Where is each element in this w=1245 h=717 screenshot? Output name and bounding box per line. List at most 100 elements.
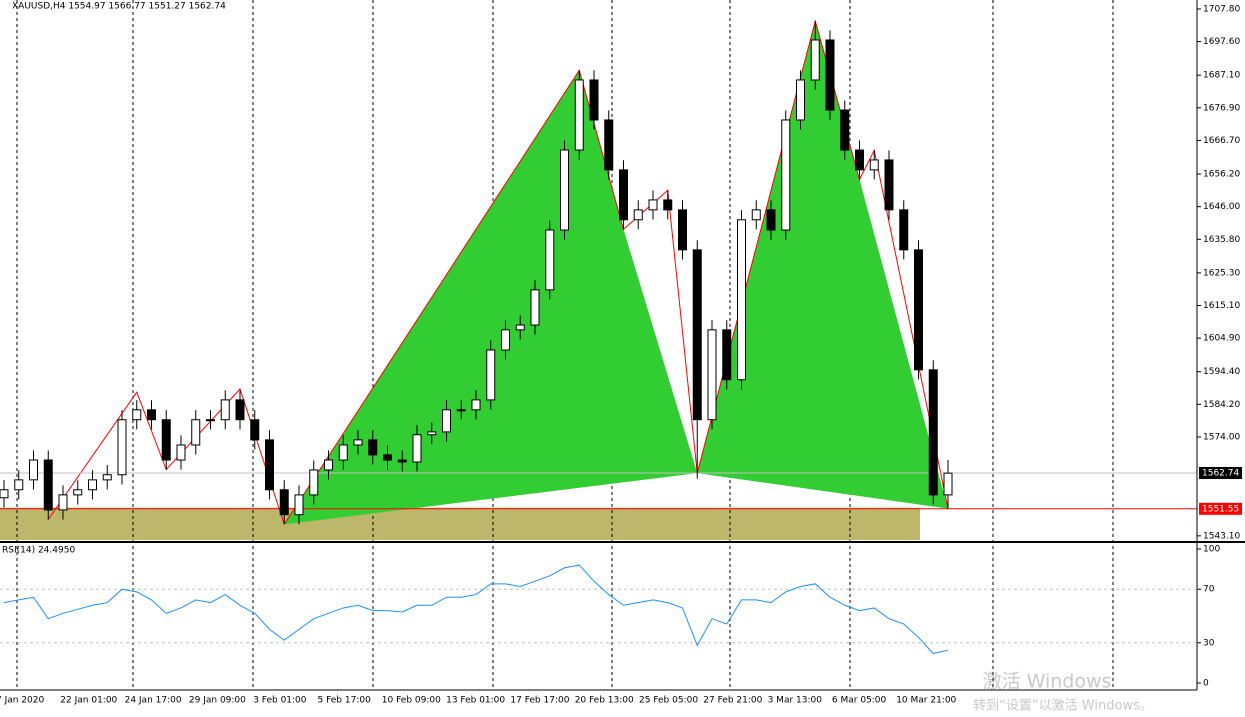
candle-body (73, 489, 83, 496)
watermark-title: 激活 Windows (983, 671, 1112, 693)
x-tick-label: 29 Jan 09:00 (189, 696, 246, 706)
candle-body (619, 169, 628, 221)
candle-body (501, 329, 510, 351)
candle-body (250, 419, 260, 441)
candle-body (14, 479, 24, 491)
candle-body (147, 409, 156, 421)
y-tick-label: 1604.90 (1203, 334, 1240, 344)
candle-body (751, 209, 761, 221)
candle-body (855, 149, 864, 171)
candle-body (678, 209, 687, 251)
candle-body (132, 409, 142, 421)
x-tick-label: 3 Mar 13:00 (768, 696, 823, 706)
y-tick-label: 100 (1203, 545, 1220, 555)
candle-body (633, 209, 643, 221)
candle-body (43, 459, 53, 511)
candle-body (796, 79, 805, 121)
candle-body (58, 494, 68, 511)
candle-body (899, 209, 909, 251)
price-label-box (1199, 502, 1242, 515)
y-tick-label: 1707.80 (1203, 4, 1240, 14)
x-tick-label: 25 Feb 05:00 (639, 696, 698, 706)
candle-body (515, 324, 525, 331)
x-tick-label: 22 Jan 01:00 (60, 696, 117, 706)
candle-body (869, 159, 879, 171)
candle-body (604, 119, 614, 171)
x-tick-label: 27 Feb 21:00 (703, 696, 762, 706)
y-tick-label: 1594.40 (1203, 367, 1240, 377)
candle-body (235, 399, 245, 421)
price-label-box (1199, 467, 1242, 480)
pattern-fill (697, 21, 948, 509)
candle-body (102, 474, 112, 481)
candle-body (338, 444, 348, 461)
candle-body (589, 79, 599, 121)
pattern-fill (284, 70, 698, 525)
candle-body (707, 329, 717, 421)
y-tick-label: 1646.00 (1203, 202, 1240, 212)
x-tick-label: 20 Feb 13:00 (575, 696, 634, 706)
candle-body (0, 489, 9, 499)
candle-body (294, 494, 304, 516)
x-tick-label: 24 Jan 17:00 (125, 696, 182, 706)
candle-body (840, 109, 850, 151)
candle-body (648, 199, 658, 211)
y-tick-label: 1676.90 (1203, 103, 1240, 113)
x-tick-label: 10 Mar 21:00 (896, 696, 956, 706)
candle-body (663, 199, 673, 211)
y-tick-label: 70 (1203, 585, 1215, 595)
candle-body (427, 431, 437, 436)
candle-body (943, 472, 953, 496)
y-tick-label: 1666.70 (1203, 136, 1240, 146)
y-tick-label: 1697.60 (1203, 37, 1240, 47)
candle-body (781, 119, 791, 231)
candle-body (29, 459, 38, 481)
y-tick-label: 1625.30 (1203, 268, 1240, 278)
y-tick-label: 1584.20 (1203, 400, 1240, 410)
candle-body (220, 399, 230, 421)
candle-body (412, 434, 422, 463)
x-tick-label: 3 Feb 01:00 (253, 696, 307, 706)
chart-title: XAUUSD,H4 1554.97 1566.77 1551.27 1562.7… (12, 2, 226, 12)
candle-body (383, 454, 392, 461)
candle-body (692, 249, 702, 421)
watermark-subtitle: 转到“设置”以激活 Windows。 (973, 699, 1153, 714)
rsi-title: RSI(14) 24.4950 (2, 546, 75, 556)
candle-body (825, 39, 835, 111)
candle-body (456, 409, 466, 412)
candle-body (368, 439, 378, 456)
candle-body (574, 79, 584, 151)
candle-body (737, 219, 746, 381)
candle-body (442, 409, 451, 433)
x-tick-label: 6 Mar 05:00 (832, 696, 887, 706)
candle-body (560, 149, 569, 231)
candle-body (279, 489, 289, 516)
candle-body (810, 39, 820, 81)
y-tick-label: 1687.10 (1203, 71, 1240, 81)
price-label: 1562.74 (1202, 469, 1239, 479)
y-tick-label: 1615.10 (1203, 301, 1240, 311)
candle-body (176, 444, 186, 461)
candle-body (88, 479, 97, 491)
candle-body (324, 459, 333, 471)
x-tick-label: 7 Jan 2020 (0, 696, 44, 706)
candle-body (530, 289, 540, 326)
candle-body (353, 439, 363, 446)
candle-body (766, 209, 776, 231)
x-tick-label: 13 Feb 01:00 (446, 696, 505, 706)
candle-body (486, 349, 496, 401)
y-tick-label: 1574.00 (1203, 432, 1240, 442)
y-tick-label: 1656.20 (1203, 170, 1240, 180)
y-tick-label: 1543.10 (1203, 531, 1240, 541)
y-tick-label: 0 (1203, 679, 1209, 689)
candle-body (928, 369, 938, 496)
candle-body (914, 249, 923, 371)
price-label: 1551.55 (1202, 504, 1239, 514)
candle-body (191, 419, 201, 446)
rsi-line (3, 564, 949, 655)
x-tick-label: 17 Feb 17:00 (510, 696, 569, 706)
candle-body (161, 419, 171, 461)
y-tick-label: 30 (1203, 638, 1215, 648)
candle-body (545, 229, 555, 291)
